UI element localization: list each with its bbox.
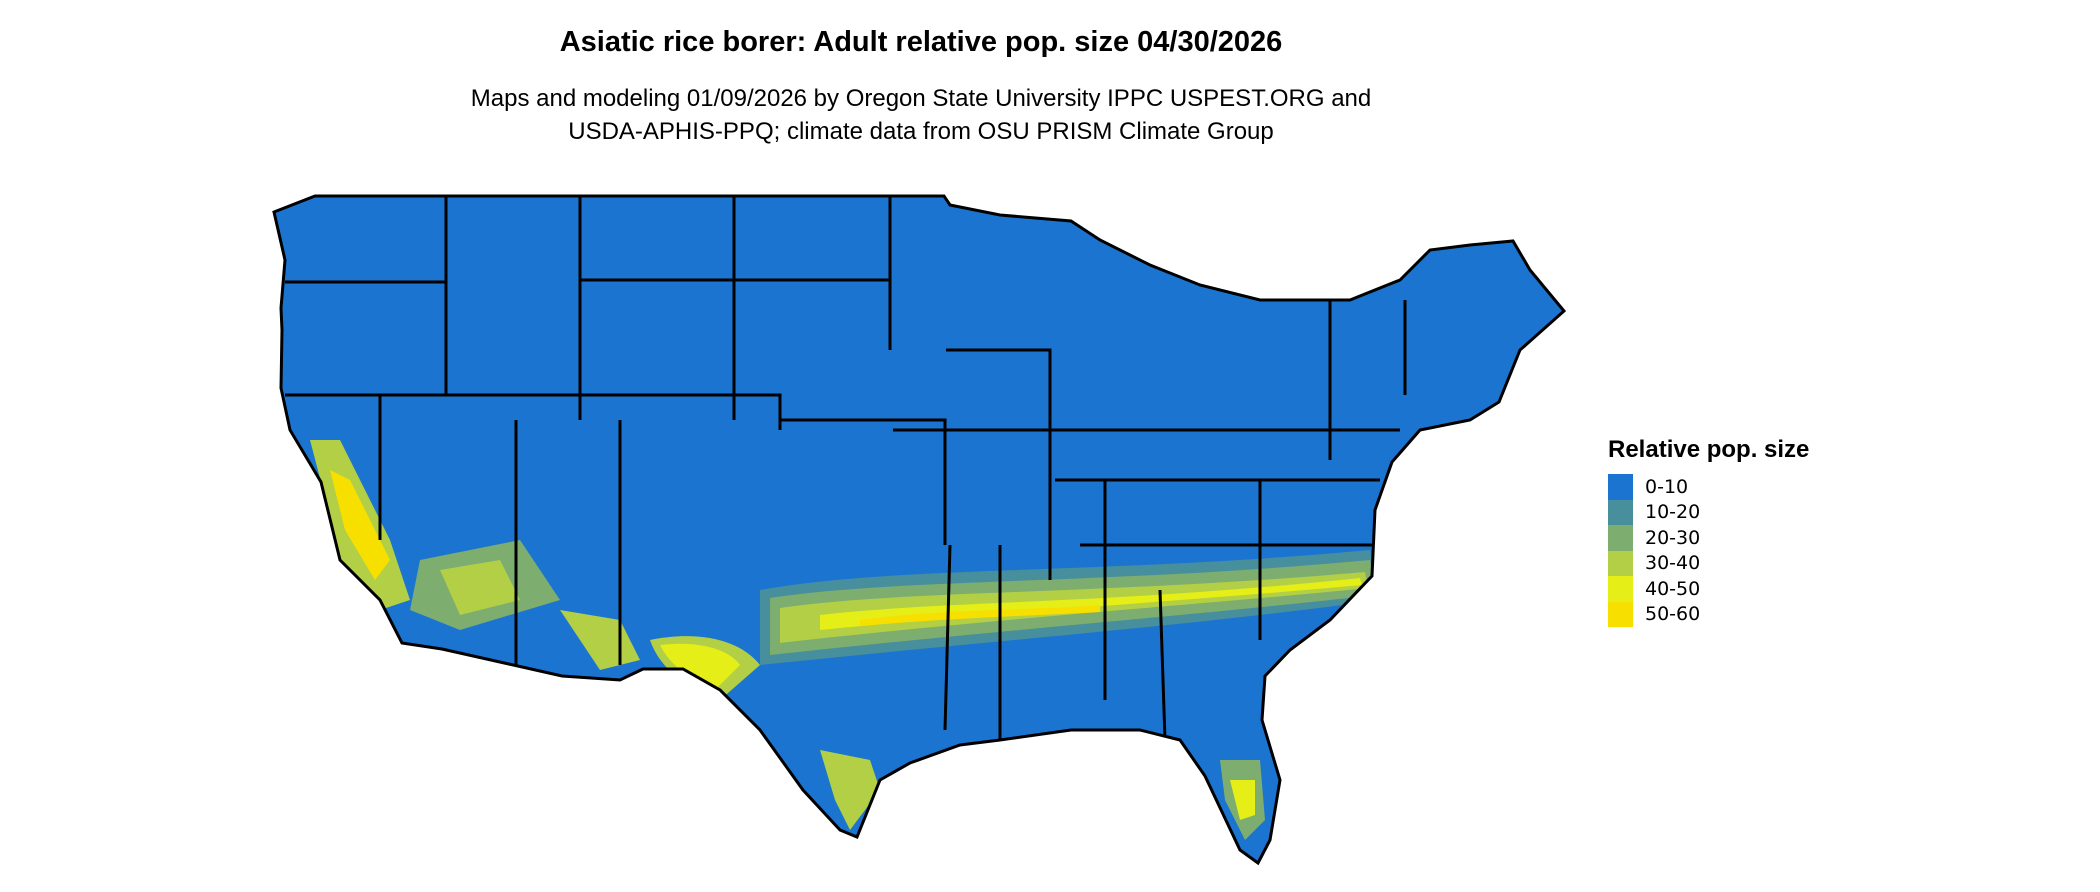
legend-swatch [1608,525,1633,551]
legend-swatch [1608,499,1633,525]
legend-label: 30-40 [1645,552,1701,575]
legend-label: 10-20 [1645,501,1701,524]
map-title: Asiatic rice borer: Adult relative pop. … [559,26,1283,58]
legend-swatch [1608,601,1633,627]
state-borders [285,196,1407,745]
legend-label: 20-30 [1645,526,1701,549]
legend-item: 40-50 [1608,576,1809,602]
legend-item: 0-10 [1608,474,1809,500]
legend-item: 20-30 [1608,525,1809,551]
legend-swatch [1608,474,1633,500]
map-subtitle-line-1: Maps and modeling 01/09/2026 by Oregon S… [470,85,1372,112]
legend-label: 0-10 [1645,475,1689,498]
legend: Relative pop. size 0-10 10-20 20-30 30-40 40… [1608,436,1809,627]
legend-label: 40-50 [1645,577,1701,600]
zone-0-10 [274,196,1564,863]
legend-label: 50-60 [1645,603,1701,626]
legend-swatch [1608,550,1633,576]
legend-swatch [1608,576,1633,602]
map-subtitle-line-2: USDA-APHIS-PPQ; climate data from OSU PR… [568,118,1274,145]
us-map [272,194,1566,865]
legend-item: 50-60 [1608,601,1809,627]
southern-band [310,440,1380,840]
legend-item: 30-40 [1608,550,1809,576]
legend-item: 10-20 [1608,499,1809,525]
legend-title: Relative pop. size [1608,436,1810,463]
